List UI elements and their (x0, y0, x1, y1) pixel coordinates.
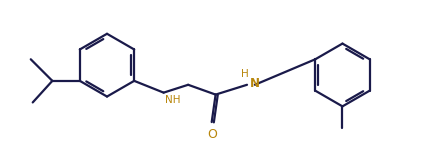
Text: H: H (241, 69, 249, 79)
Text: NH: NH (165, 95, 180, 105)
Text: N: N (250, 77, 260, 90)
Text: O: O (207, 128, 216, 141)
